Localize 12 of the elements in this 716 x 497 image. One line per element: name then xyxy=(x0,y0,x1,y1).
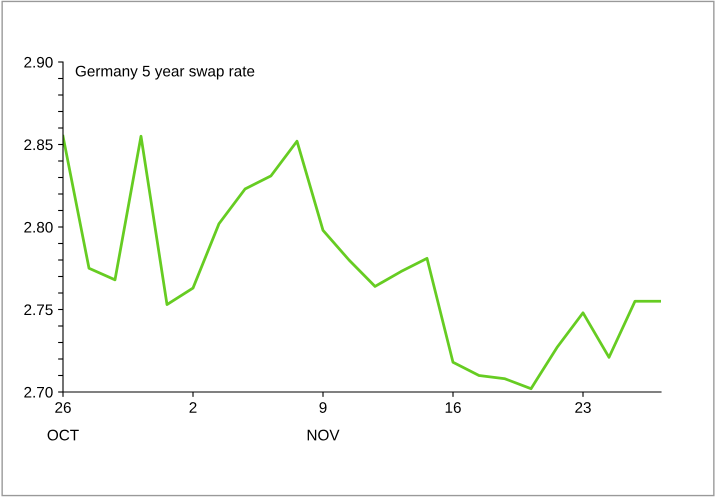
y-tick-label: 2.85 xyxy=(24,139,53,150)
x-tick-label: 26 OCT xyxy=(48,402,79,440)
y-tick-label: 2.80 xyxy=(24,222,53,233)
x-tick-label: 9 NOV xyxy=(308,402,340,440)
chart-title: Germany 5 year swap rate xyxy=(76,66,254,80)
x-tick-label: 16 xyxy=(446,402,461,413)
y-tick-label: 2.70 xyxy=(24,386,53,398)
y-tick-label: 2.90 xyxy=(24,56,53,68)
y-tick-label: 2.75 xyxy=(24,304,53,316)
line-series xyxy=(63,134,661,390)
x-tick-label: 23 xyxy=(575,402,591,413)
x-tick-label: 2 xyxy=(190,402,196,413)
